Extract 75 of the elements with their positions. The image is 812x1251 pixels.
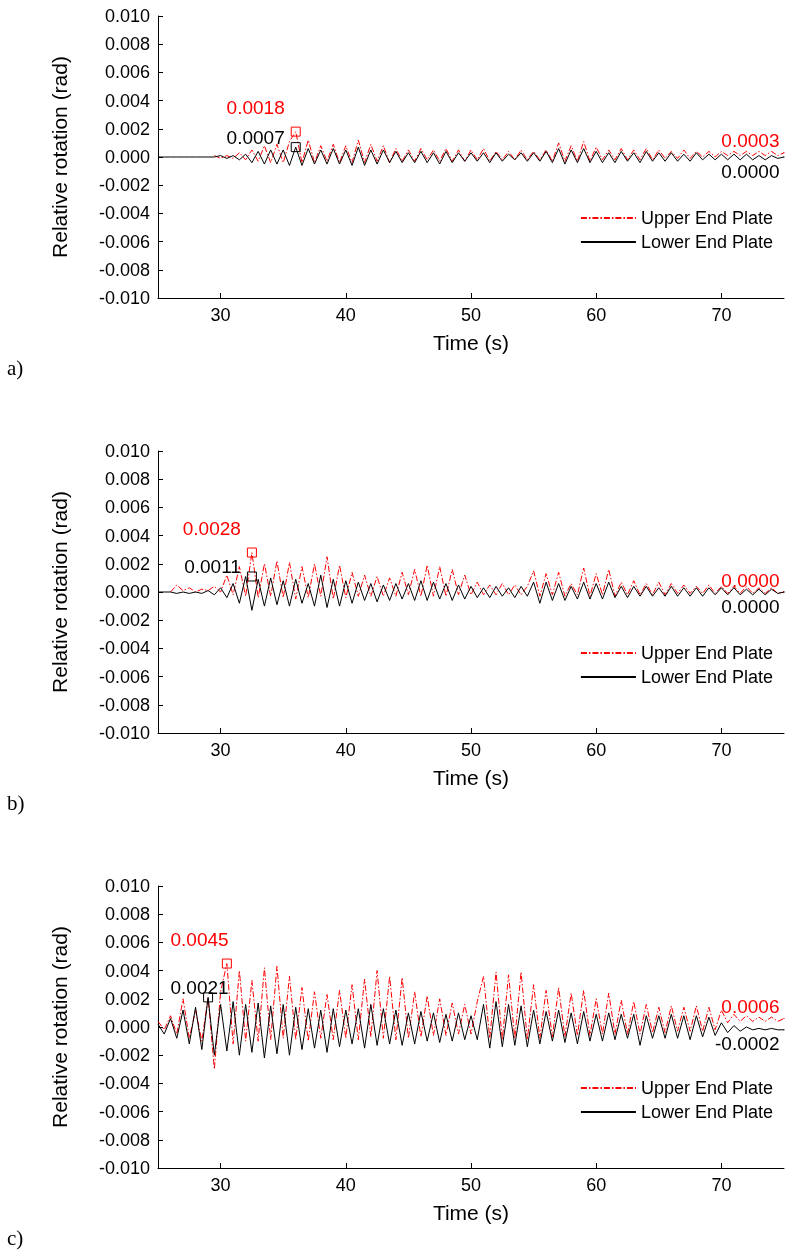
- legend-label: Upper End Plate: [640, 208, 774, 228]
- annotation: 0.0028: [182, 518, 241, 540]
- y-tick-label: -0.010: [98, 723, 150, 743]
- x-tick-label: 30: [210, 305, 231, 325]
- annotation: 0.0000: [721, 569, 780, 591]
- y-tick-label: 0.000: [104, 582, 150, 602]
- x-tick-label: 70: [711, 305, 732, 325]
- y-tick-label: 0.006: [104, 932, 150, 953]
- legend-label: Upper End Plate: [640, 643, 774, 663]
- y-tick-label: 0.004: [104, 90, 150, 111]
- x-tick-label: 60: [586, 305, 607, 325]
- x-axis-title: Time (s): [432, 331, 510, 354]
- y-tick-label: -0.002: [98, 610, 150, 631]
- annotation: 0.0003: [721, 130, 780, 152]
- y-tick-label: 0.000: [104, 1017, 150, 1037]
- x-tick-label: 40: [335, 740, 356, 760]
- x-tick-label: 70: [711, 1175, 732, 1195]
- legend-label: Lower End Plate: [640, 232, 774, 252]
- legend-label: Upper End Plate: [640, 1078, 774, 1098]
- legend-label: Lower End Plate: [640, 667, 774, 687]
- y-tick-label: -0.004: [98, 203, 150, 224]
- y-tick-label: 0.010: [104, 876, 150, 896]
- y-tick-label: -0.004: [98, 1073, 150, 1094]
- x-tick-label: 40: [335, 305, 356, 325]
- y-tick-label: -0.008: [98, 259, 150, 280]
- y-tick-label: 0.008: [104, 904, 150, 925]
- annotation: 0.0000: [721, 160, 780, 182]
- annotation: 0.0007: [226, 126, 285, 148]
- y-tick-label: -0.006: [98, 1101, 150, 1122]
- y-tick-label: 0.000: [104, 147, 150, 167]
- annotation: 0.0018: [226, 97, 285, 119]
- y-tick-label: -0.004: [98, 638, 150, 659]
- text: a): [7, 355, 24, 380]
- y-tick-label: 0.002: [104, 118, 150, 139]
- y-tick-label: -0.002: [98, 1045, 150, 1066]
- y-tick-label: -0.008: [98, 1129, 150, 1150]
- x-tick-label: 60: [586, 740, 607, 760]
- y-tick-label: 0.006: [104, 62, 150, 83]
- x-tick-label: 50: [460, 1175, 482, 1195]
- y-tick-label: -0.008: [98, 694, 150, 715]
- y-tick-label: 0.008: [104, 34, 150, 55]
- x-tick-label: 60: [586, 1175, 607, 1195]
- x-tick-label: 70: [711, 740, 732, 760]
- annotation: 0.0006: [721, 996, 780, 1018]
- y-tick-label: 0.010: [104, 6, 150, 26]
- y-axis-title: Relative rotation (rad): [48, 56, 71, 258]
- x-tick-label: 50: [460, 305, 482, 325]
- annotation: 0.0045: [170, 929, 229, 951]
- y-tick-label: -0.002: [98, 175, 150, 196]
- y-tick-label: -0.010: [98, 288, 150, 308]
- x-tick-label: 30: [210, 1175, 231, 1195]
- annotation: 0.0021: [170, 976, 229, 998]
- x-tick-label: 30: [210, 740, 231, 760]
- y-tick-label: -0.006: [98, 231, 150, 252]
- y-tick-label: 0.008: [104, 469, 150, 490]
- text: c): [7, 1225, 24, 1250]
- text: b): [7, 790, 25, 815]
- legend-label: Lower End Plate: [640, 1102, 774, 1122]
- y-tick-label: 0.002: [104, 988, 150, 1009]
- x-axis-title: Time (s): [432, 766, 510, 789]
- x-axis-title: Time (s): [432, 1201, 510, 1224]
- annotation: -0.0002: [715, 1033, 780, 1055]
- y-axis-title: Relative rotation (rad): [48, 926, 71, 1128]
- y-tick-label: -0.010: [98, 1158, 150, 1178]
- x-tick-label: 40: [335, 1175, 356, 1195]
- x-tick-label: 50: [460, 740, 482, 760]
- y-tick-label: 0.004: [104, 960, 150, 981]
- y-tick-label: -0.006: [98, 666, 150, 687]
- y-tick-label: 0.010: [104, 441, 150, 461]
- annotation: 0.0011: [184, 555, 241, 577]
- y-tick-label: 0.004: [104, 525, 150, 546]
- annotation: 0.0000: [721, 595, 780, 617]
- y-tick-label: 0.002: [104, 553, 150, 574]
- y-tick-label: 0.006: [104, 497, 150, 518]
- y-axis-title: Relative rotation (rad): [48, 491, 71, 693]
